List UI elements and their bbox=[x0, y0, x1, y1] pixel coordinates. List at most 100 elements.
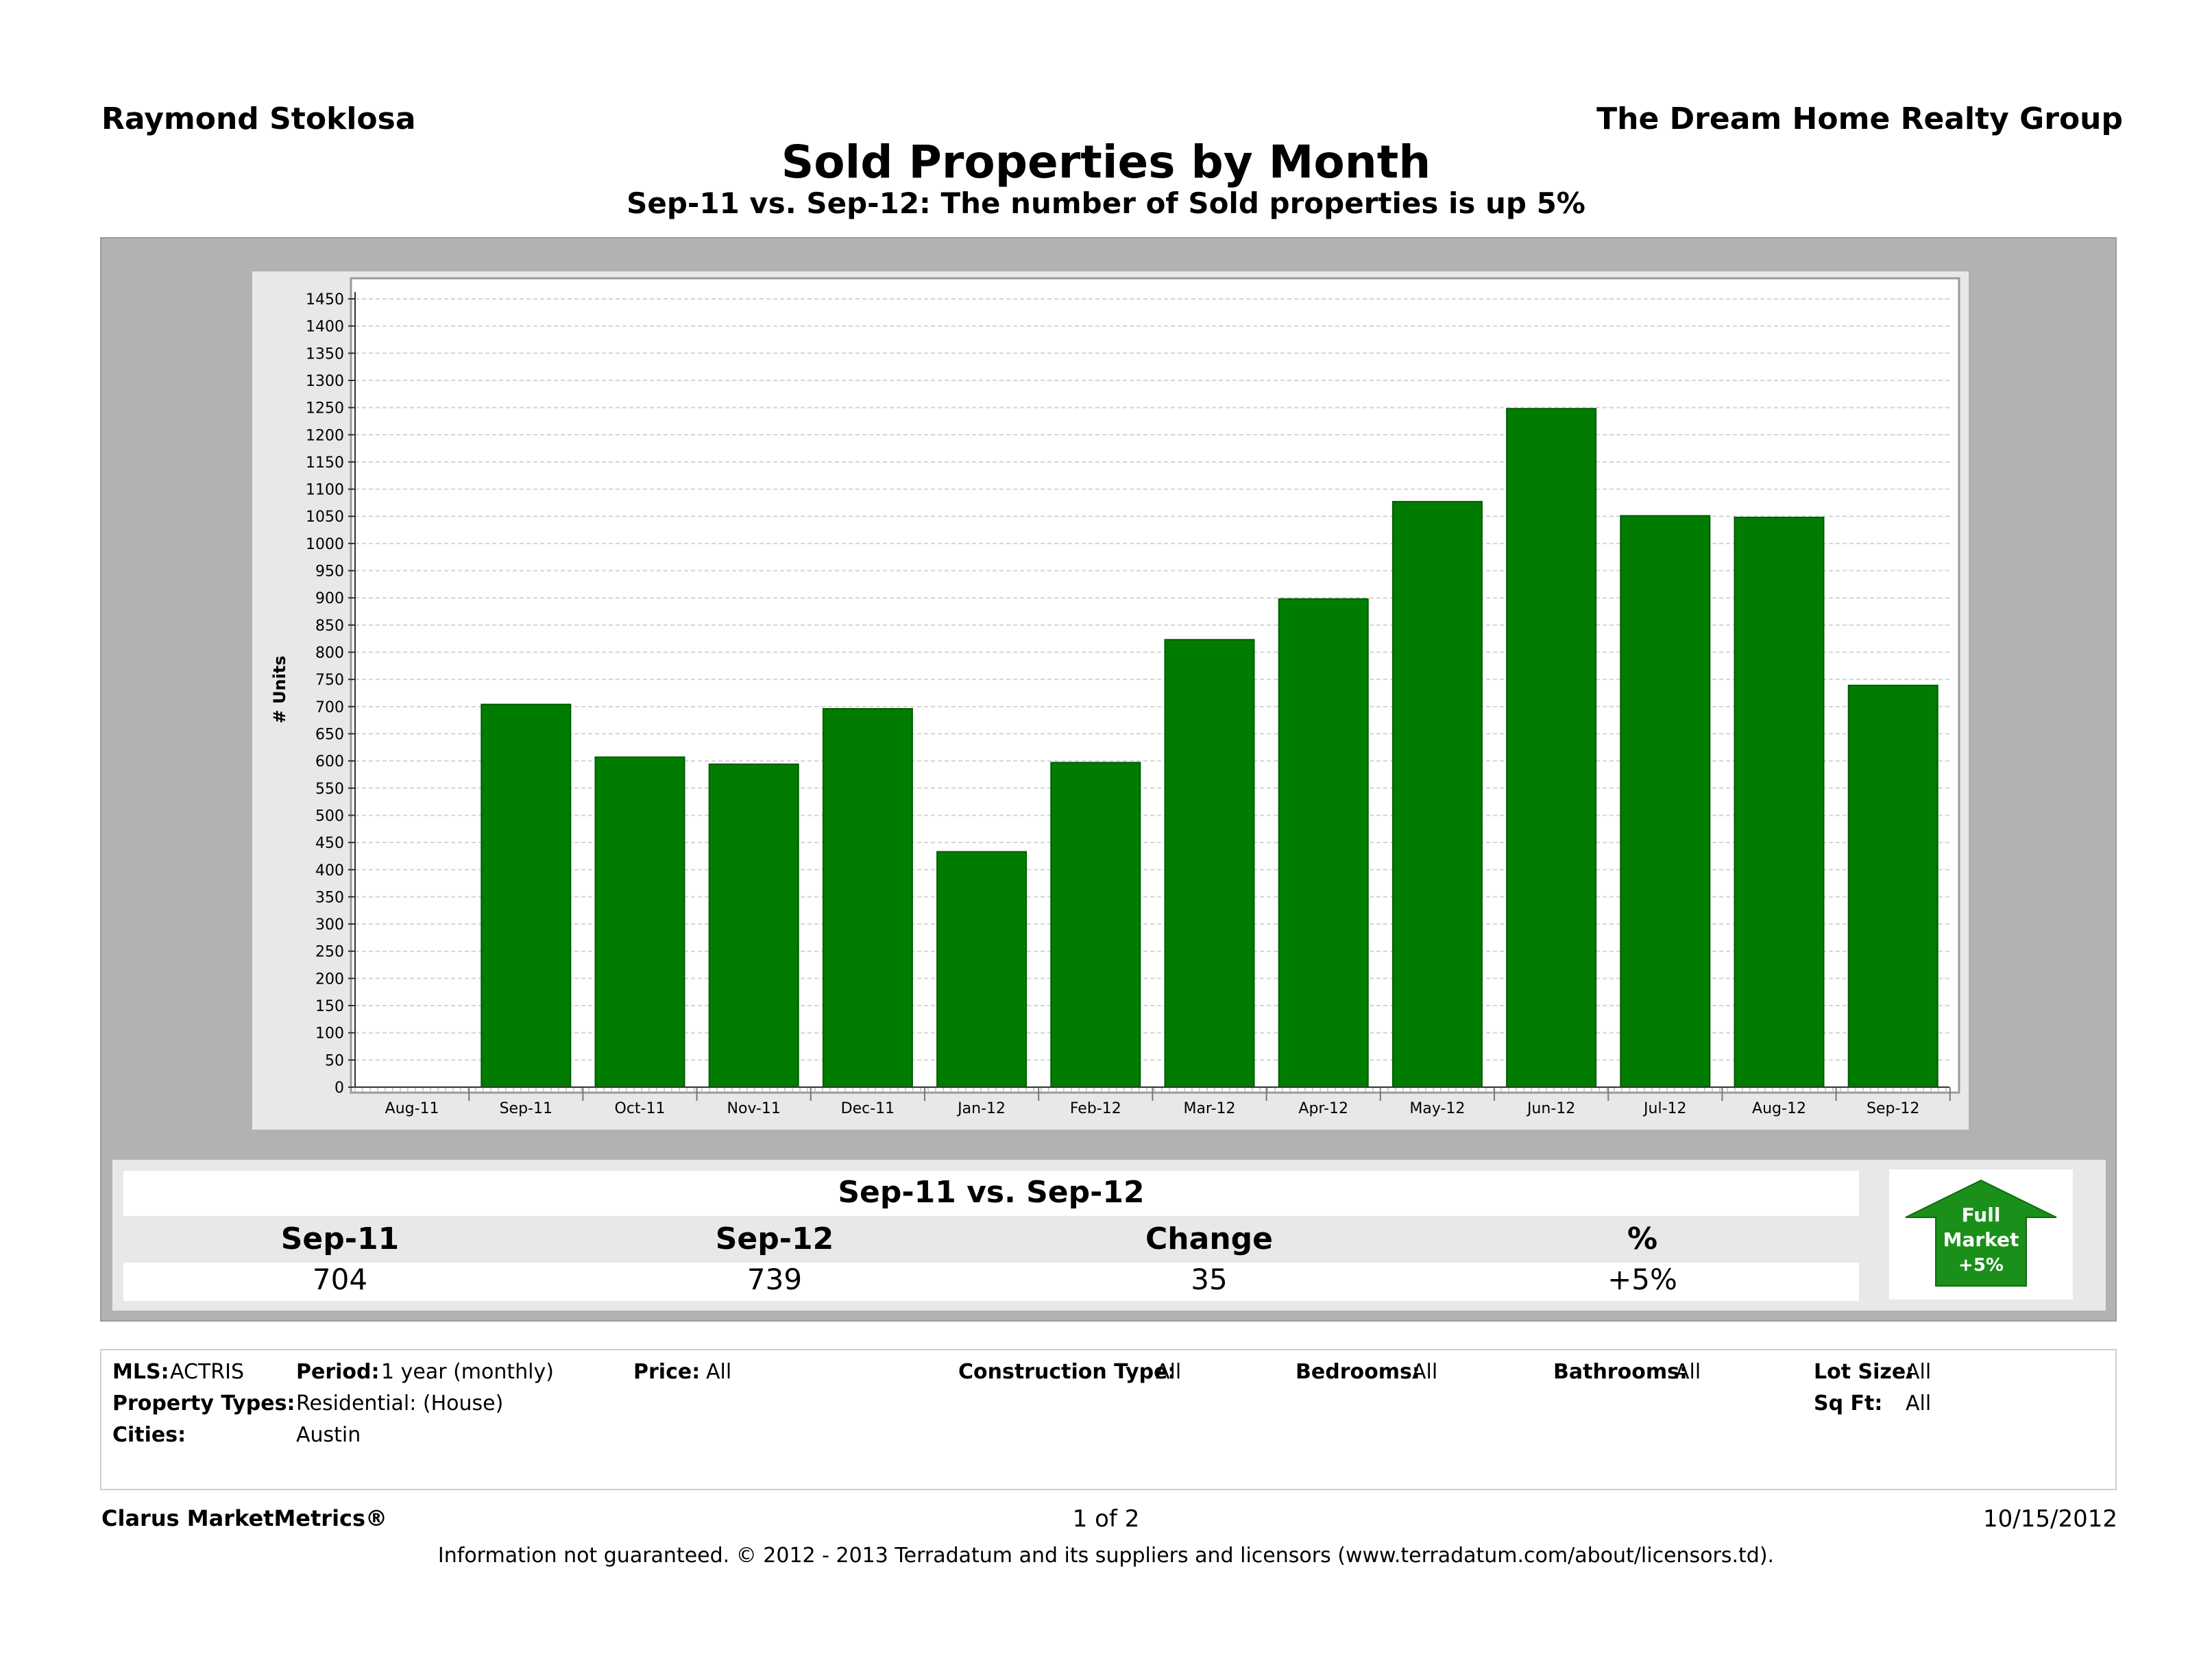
summary-values-bar bbox=[123, 1263, 1859, 1301]
y-tick-label: 700 bbox=[315, 699, 344, 716]
report-subtitle: Sep-11 vs. Sep-12: The number of Sold pr… bbox=[627, 186, 1585, 220]
x-tick-label: Sep-11 bbox=[500, 1100, 552, 1117]
y-tick-label: 550 bbox=[315, 781, 344, 798]
badge-line2: Market bbox=[1943, 1228, 2019, 1251]
x-tick-label: Dec-11 bbox=[841, 1100, 895, 1117]
y-tick-label: 1450 bbox=[306, 291, 344, 308]
x-tick-label: May-12 bbox=[1409, 1100, 1465, 1117]
y-tick-label: 950 bbox=[315, 563, 344, 581]
bar-apr-12 bbox=[1278, 598, 1369, 1088]
summary-header-sep12: Sep-12 bbox=[715, 1221, 834, 1256]
y-tick-label: 1050 bbox=[306, 509, 344, 526]
y-tick-label: 900 bbox=[315, 590, 344, 607]
summary-header-sep11: Sep-11 bbox=[280, 1221, 400, 1256]
x-tick-label: Jul-12 bbox=[1642, 1100, 1686, 1117]
y-tick-label: 150 bbox=[315, 998, 344, 1015]
bar-chart: 0 50 100 150 200 250 300 350 400 450 500 550 600 650 7… bbox=[270, 277, 1960, 1117]
sq-ft-label: Sq Ft: bbox=[1814, 1391, 1883, 1415]
price-label: Price: bbox=[633, 1360, 701, 1384]
bar-oct-11 bbox=[594, 756, 685, 1088]
summary-value-sep12: 739 bbox=[746, 1263, 803, 1296]
y-tick-label: 750 bbox=[315, 672, 344, 689]
bar-may-12 bbox=[1391, 500, 1483, 1088]
y-tick-label: 250 bbox=[315, 944, 344, 961]
y-tick-label: 850 bbox=[315, 618, 344, 635]
y-tick-label: 450 bbox=[315, 835, 344, 852]
x-tick-label: Feb-12 bbox=[1070, 1100, 1121, 1117]
bar-feb-12 bbox=[1050, 762, 1141, 1088]
y-tick-label: 1150 bbox=[306, 454, 344, 472]
property-types-value: Residential: (House) bbox=[296, 1391, 504, 1415]
y-tick-label: 1350 bbox=[306, 345, 344, 363]
cities-label: Cities: bbox=[112, 1423, 186, 1447]
disclaimer: Information not guaranteed. © 2012 - 201… bbox=[437, 1544, 1775, 1568]
y-tick-label: 1400 bbox=[306, 319, 344, 336]
bar-jan-12 bbox=[936, 851, 1028, 1088]
bathrooms-label: Bathrooms: bbox=[1553, 1360, 1688, 1384]
bar-sep-11 bbox=[481, 703, 572, 1088]
bar-jul-12 bbox=[1620, 515, 1711, 1088]
plot-area bbox=[350, 277, 1960, 1094]
x-tick-label: Aug-12 bbox=[1752, 1100, 1806, 1117]
bar-dec-11 bbox=[822, 708, 913, 1088]
y-tick-label: 300 bbox=[315, 916, 344, 934]
construction-type-label: Construction Type: bbox=[958, 1360, 1176, 1384]
construction-type-value: All bbox=[1156, 1360, 1182, 1384]
mls-value: ACTRIS bbox=[170, 1360, 245, 1384]
agent-name: Raymond Stoklosa bbox=[101, 101, 416, 136]
summary-value-change: 35 bbox=[1191, 1263, 1228, 1296]
bar-jun-12 bbox=[1506, 408, 1597, 1088]
y-tick-label: 1300 bbox=[306, 373, 344, 390]
x-tick-label: Mar-12 bbox=[1183, 1100, 1235, 1117]
bathrooms-value: All bbox=[1675, 1360, 1701, 1384]
criteria-box bbox=[100, 1349, 2117, 1490]
y-tick-label: 0 bbox=[335, 1080, 344, 1097]
chart-panel: 0 50 100 150 200 250 300 350 400 450 500 550 600 650 7… bbox=[252, 271, 1969, 1130]
y-tick-label: 650 bbox=[315, 726, 344, 743]
x-tick-label: Aug-11 bbox=[385, 1100, 439, 1117]
bedrooms-label: Bedrooms: bbox=[1296, 1360, 1420, 1384]
y-tick-label: 1100 bbox=[306, 482, 344, 499]
y-tick-label: 800 bbox=[315, 645, 344, 662]
summary-title-bar bbox=[123, 1171, 1859, 1216]
y-tick-label: 350 bbox=[315, 889, 344, 906]
property-types-label: Property Types: bbox=[112, 1391, 295, 1415]
bar-mar-12 bbox=[1164, 639, 1255, 1088]
cities-value: Austin bbox=[296, 1423, 361, 1447]
mls-label: MLS: bbox=[112, 1360, 169, 1384]
x-tick-label: Apr-12 bbox=[1298, 1100, 1348, 1117]
y-tick-label: 100 bbox=[315, 1025, 344, 1043]
badge-line1: Full bbox=[1962, 1204, 2001, 1226]
y-tick-label: 1200 bbox=[306, 427, 344, 444]
period-value: 1 year (monthly) bbox=[381, 1360, 554, 1384]
x-tick-label: Sep-12 bbox=[1867, 1100, 1919, 1117]
report-date: 10/15/2012 bbox=[1983, 1505, 2117, 1533]
y-tick-label: 1250 bbox=[306, 400, 344, 417]
summary-value-percent: +5% bbox=[1607, 1263, 1677, 1296]
company-name: The Dream Home Realty Group bbox=[1596, 101, 2123, 136]
y-axis-label: # Units bbox=[270, 655, 289, 723]
y-tick-label: 1000 bbox=[306, 536, 344, 553]
market-badge: Full Market +5% bbox=[1889, 1169, 2073, 1300]
x-tick-label: Jan-12 bbox=[956, 1100, 1006, 1117]
y-tick-label: 400 bbox=[315, 862, 344, 879]
x-tick-label: Oct-11 bbox=[615, 1100, 666, 1117]
report-title: Sold Properties by Month bbox=[781, 136, 1431, 189]
footer-brand: Clarus MarketMetrics® bbox=[101, 1505, 388, 1531]
up-arrow-icon: Full Market +5% bbox=[1905, 1179, 2057, 1287]
y-tick-label: 600 bbox=[315, 753, 344, 770]
summary-header-percent: % bbox=[1627, 1221, 1658, 1256]
price-value: All bbox=[706, 1360, 732, 1384]
summary-value-sep11: 704 bbox=[312, 1263, 368, 1296]
page-indicator: 1 of 2 bbox=[1072, 1505, 1140, 1533]
lot-size-value: All bbox=[1906, 1360, 1932, 1384]
x-tick-label: Nov-11 bbox=[727, 1100, 781, 1117]
x-tick-label: Jun-12 bbox=[1526, 1100, 1575, 1117]
period-label: Period: bbox=[296, 1360, 380, 1384]
y-tick-label: 500 bbox=[315, 807, 344, 825]
badge-line3: +5% bbox=[1958, 1255, 2004, 1276]
lot-size-label: Lot Size: bbox=[1814, 1360, 1915, 1384]
summary-title: Sep-11 vs. Sep-12 bbox=[838, 1175, 1145, 1210]
bedrooms-value: All bbox=[1412, 1360, 1438, 1384]
bar-nov-11 bbox=[708, 763, 799, 1088]
